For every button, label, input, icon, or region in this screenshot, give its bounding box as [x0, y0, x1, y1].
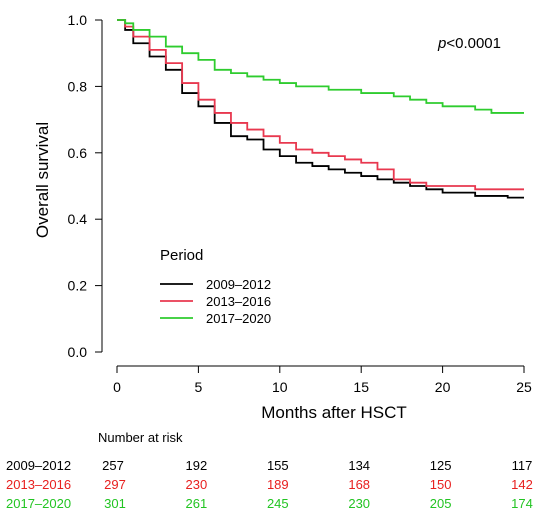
- p-threshold: <0.0001: [446, 35, 501, 52]
- risk-row: 2017–2020 301 261 245 230 205 174: [0, 496, 550, 512]
- y-tick-label: 0.6: [68, 145, 88, 161]
- legend-label: 2013–2016: [206, 294, 271, 309]
- y-tick-label: 0.0: [68, 344, 88, 360]
- risk-count: 155: [266, 458, 289, 473]
- x-tick-label: 5: [195, 379, 203, 395]
- risk-row: 2013–2016 297 230 189 168 150 142: [0, 477, 550, 493]
- y-axis-label: Overall survival: [33, 122, 52, 238]
- legend-label: 2017–2020: [206, 311, 271, 326]
- risk-count: 134: [348, 458, 371, 473]
- y-tick-label: 1.0: [68, 12, 88, 28]
- x-tick-label: 10: [272, 379, 288, 395]
- risk-count: 117: [511, 458, 533, 473]
- x-axis-label: Months after HSCT: [261, 403, 407, 422]
- risk-count: 150: [429, 477, 452, 492]
- survival-curve: [117, 19, 524, 199]
- y-tick-label: 0.8: [68, 78, 88, 94]
- risk-count: 205: [429, 496, 452, 511]
- risk-row-label: 2017–2020: [6, 496, 72, 511]
- x-tick-label: 15: [353, 379, 369, 395]
- risk-count: 297: [104, 477, 126, 492]
- p-symbol: p: [437, 35, 446, 52]
- risk-count: 125: [429, 458, 452, 473]
- x-tick-label: 25: [516, 379, 532, 395]
- risk-count: 261: [185, 496, 208, 511]
- risk-count: 174: [511, 496, 533, 511]
- risk-count: 230: [348, 496, 371, 511]
- risk-count: 192: [185, 458, 208, 473]
- legend-label: 2009–2012: [206, 277, 271, 292]
- x-tick-label: 20: [435, 379, 451, 395]
- legend-title: Period: [160, 247, 203, 264]
- y-tick-label: 0.2: [68, 278, 88, 294]
- risk-count: 142: [511, 477, 533, 492]
- x-tick-label: 0: [113, 379, 121, 395]
- risk-count: 230: [185, 477, 208, 492]
- risk-count: 301: [104, 496, 126, 511]
- risk-table-title: Number at risk: [98, 430, 183, 445]
- risk-count: 257: [102, 458, 124, 473]
- risk-row: 2009–2012 257 192 155 134 125 117: [0, 458, 550, 474]
- risk-row-label: 2009–2012: [6, 458, 72, 473]
- survival-curve: [117, 19, 524, 114]
- risk-count: 168: [348, 477, 371, 492]
- km-chart: Overall survival Months after HSCT p<0.0…: [33, 12, 532, 422]
- risk-count: 245: [266, 496, 289, 511]
- survival-curve: [117, 19, 524, 191]
- risk-row-label: 2013–2016: [6, 477, 72, 492]
- risk-count: 189: [266, 477, 289, 492]
- p-value-annotation: p<0.0001: [437, 35, 501, 52]
- y-tick-label: 0.4: [68, 211, 88, 227]
